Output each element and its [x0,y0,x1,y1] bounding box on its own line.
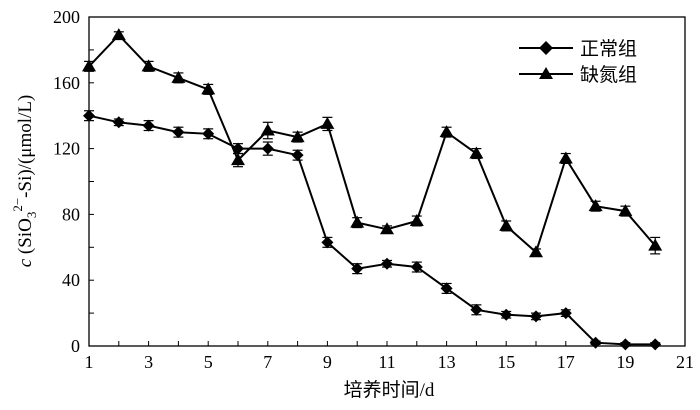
data-point-triangle [260,123,275,136]
data-point-diamond [470,303,483,316]
y-tick-label: 120 [53,139,80,159]
data-point-triangle [111,28,126,41]
data-point-triangle [588,199,603,212]
legend-diamond-marker [539,41,553,55]
x-tick-label: 11 [378,352,395,372]
legend-item-normal: 正常组 [519,38,637,60]
data-point-diamond [500,308,513,321]
y-tick-label: 200 [53,7,80,27]
x-tick-label: 15 [497,352,515,372]
data-point-diamond [172,126,185,139]
data-point-triangle [648,238,663,251]
data-point-diamond [112,116,125,129]
x-tick-label: 19 [616,352,634,372]
x-tick-label: 7 [263,352,272,372]
data-point-triangle [529,245,543,258]
axis-ticks [88,16,686,347]
series-layer [82,28,663,351]
y-tick-label: 80 [62,204,80,224]
y-tick-label: 40 [62,270,80,290]
x-axis-title: 培养时间/d [344,379,435,401]
data-point-diamond [381,257,393,270]
data-point-triangle [499,218,514,231]
series-line [88,33,656,254]
data-point-triangle [469,146,484,159]
y-axis-title: c (SiO32−-Si)/(μmol/L) [10,95,39,268]
data-point-diamond [619,338,632,351]
data-point-diamond [559,307,572,320]
y-tick-label: 0 [71,336,80,356]
series-normal [83,109,662,351]
data-point-diamond [321,236,334,249]
data-point-triangle [231,153,245,166]
data-point-diamond [589,336,602,349]
y-axis-title-sup: 2− [10,198,25,212]
y-axis-title-sub: 3 [24,212,39,219]
data-point-diamond [649,338,662,351]
legend-label-nitrogen-deficient: 缺氮组 [580,64,637,86]
data-point-triangle [350,215,365,228]
data-point-diamond [440,282,453,295]
data-point-triangle [82,59,96,72]
data-point-diamond [351,262,364,275]
data-point-triangle [618,204,633,217]
data-point-triangle [201,82,216,95]
x-tick-label: 1 [85,352,94,372]
data-point-triangle [558,151,573,164]
x-tick-label: 17 [557,352,575,372]
data-point-diamond [291,149,304,162]
y-axis-title-open: (SiO [15,218,36,259]
x-tick-label: 21 [676,352,694,372]
x-tick-labels: 1 3 5 7 9 11 13 15 17 19 21 [85,352,695,372]
data-point-diamond [410,261,423,274]
data-point-triangle [141,59,156,72]
data-point-triangle [409,213,424,226]
data-point-triangle [171,70,186,83]
data-point-triangle [380,222,394,235]
x-tick-label: 9 [323,352,332,372]
x-tick-label: 5 [204,352,213,372]
data-point-diamond [530,310,542,323]
data-point-diamond [142,119,155,132]
y-axis-title-rest: -Si)/(μmol/L) [15,95,36,198]
y-tick-labels: 0 40 80 120 160 200 [53,7,80,356]
legend: 正常组 缺氮组 [519,38,637,86]
data-point-triangle [290,130,305,143]
data-point-diamond [202,127,215,140]
y-axis-title-var: c [15,258,36,267]
legend-item-nitrogen-deficient: 缺氮组 [519,64,637,86]
x-tick-label: 3 [144,352,153,372]
x-tick-label: 13 [438,352,456,372]
legend-triangle-marker [539,67,553,79]
data-point-triangle [439,125,454,138]
data-point-diamond [83,109,95,122]
y-tick-label: 160 [53,73,80,93]
data-point-triangle [320,116,335,129]
series-nitrogen-deficient [82,28,663,258]
legend-label-normal: 正常组 [580,38,637,60]
data-point-diamond [261,142,274,155]
